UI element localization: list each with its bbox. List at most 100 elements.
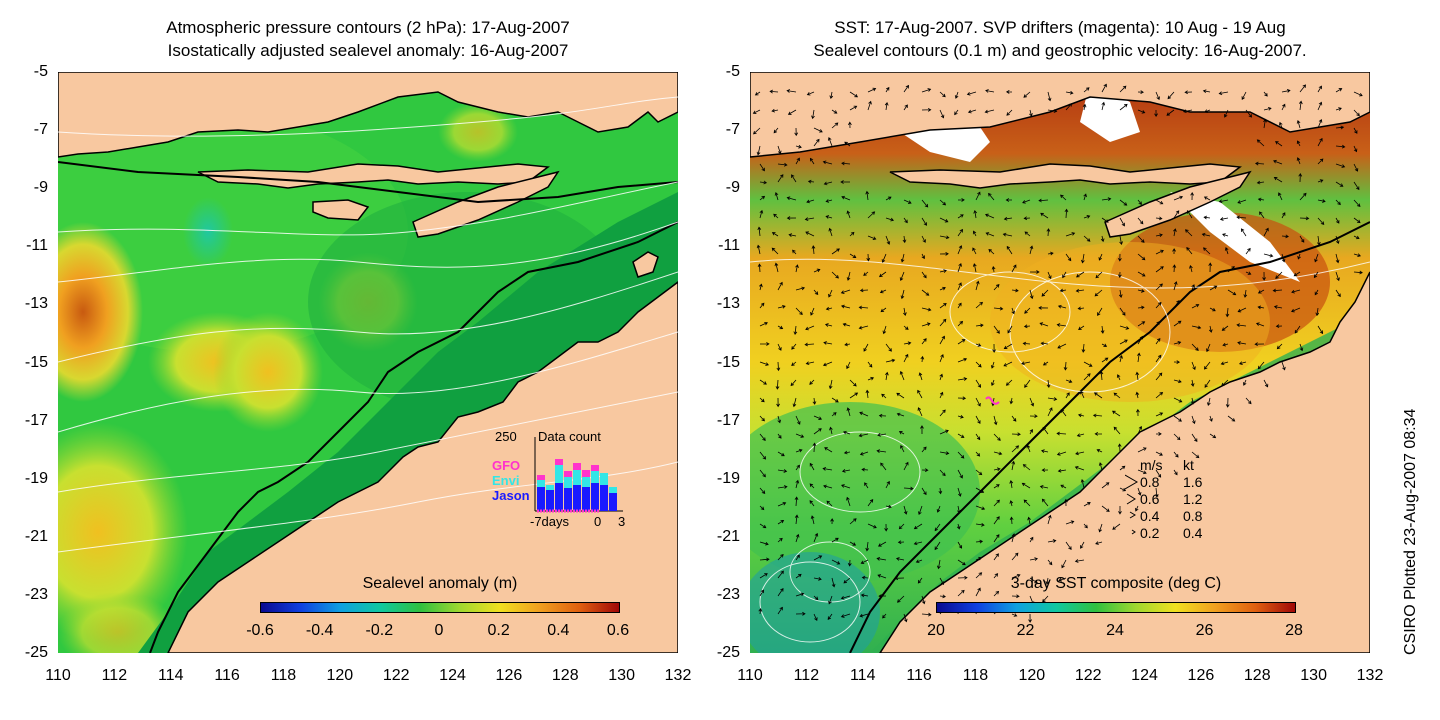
velocity-arrow xyxy=(898,431,905,435)
right-colorbar xyxy=(936,602,1296,613)
velocity-arrow xyxy=(848,121,852,129)
velocity-arrow xyxy=(1296,140,1301,147)
velocity-arrow xyxy=(1353,181,1360,191)
velocity-arrow xyxy=(1155,91,1160,101)
left-x-tick: 116 xyxy=(214,667,240,684)
velocity-arrow xyxy=(903,486,914,491)
right-y-tick: -15 xyxy=(716,353,740,371)
velocity-arrow xyxy=(1155,337,1161,345)
velocity-arrow xyxy=(972,230,977,237)
velocity-arrow xyxy=(975,379,982,388)
velocity-arrow xyxy=(775,379,780,390)
velocity-arrow xyxy=(1022,199,1031,204)
velocity-arrow xyxy=(903,461,909,471)
velocity-arrow xyxy=(1024,231,1031,237)
velocity-legend-row1-ms: 0.8 xyxy=(1140,474,1160,490)
velocity-arrow xyxy=(939,429,949,435)
velocity-arrow xyxy=(939,302,947,309)
velocity-arrow xyxy=(1296,157,1301,165)
velocity-arrow xyxy=(841,469,851,473)
velocity-arrow xyxy=(776,397,780,408)
left-x-tick: 124 xyxy=(439,667,466,684)
credit-text: CSIRO Plotted 23-Aug-2007 08:34 xyxy=(1402,408,1419,655)
velocity-arrow xyxy=(1046,379,1051,389)
velocity-arrow xyxy=(1263,91,1268,97)
right-y-tick: -19 xyxy=(716,469,740,487)
velocity-arrow xyxy=(1093,392,1103,399)
velocity-arrow xyxy=(985,213,995,219)
velocity-arrow xyxy=(1155,451,1163,456)
velocity-arrow xyxy=(1272,288,1283,293)
velocity-arrow xyxy=(1002,232,1013,237)
velocity-arrow xyxy=(849,105,858,111)
velocity-arrow xyxy=(1245,271,1252,275)
velocity-arrow xyxy=(1038,198,1049,203)
velocity-arrow xyxy=(957,451,965,459)
velocity-arrow xyxy=(831,412,837,417)
velocity-arrow xyxy=(1137,425,1143,435)
velocity-arrow xyxy=(771,247,779,255)
velocity-arrow xyxy=(900,253,905,263)
velocity-arrow xyxy=(828,595,833,605)
velocity-arrow xyxy=(787,109,797,115)
left-x-tick: 114 xyxy=(157,667,184,684)
velocity-arrow xyxy=(1137,253,1146,261)
velocity-arrow xyxy=(984,109,995,114)
velocity-arrow xyxy=(1208,325,1213,333)
velocity-arrow xyxy=(828,379,833,390)
velocity-arrow xyxy=(809,379,815,385)
velocity-arrow xyxy=(993,415,998,426)
velocity-arrow xyxy=(1219,217,1229,221)
velocity-arrow xyxy=(975,556,983,561)
velocity-arrow xyxy=(1154,487,1159,498)
velocity-arrow xyxy=(993,516,1000,525)
right-y-tick: -13 xyxy=(716,295,740,313)
velocity-arrow xyxy=(957,396,967,401)
velocity-arrow xyxy=(867,87,877,93)
velocity-arrow xyxy=(1137,321,1146,327)
velocity-arrow xyxy=(1042,426,1049,435)
velocity-arrow xyxy=(758,608,763,615)
left-colorbar-tick: -0.6 xyxy=(246,622,274,639)
sumba-island xyxy=(312,199,370,221)
velocity-arrow xyxy=(1029,397,1035,407)
velocity-arrow xyxy=(759,557,770,562)
velocity-arrow xyxy=(993,553,999,561)
right-y-tick: -7 xyxy=(725,121,740,139)
velocity-arrow xyxy=(1281,234,1289,239)
velocity-arrow xyxy=(939,286,946,291)
velocity-arrow xyxy=(1111,410,1121,417)
velocity-arrow xyxy=(822,361,833,367)
velocity-arrow xyxy=(1173,379,1182,384)
velocity-arrow xyxy=(1023,499,1031,507)
velocity-arrow xyxy=(865,389,870,399)
velocity-arrow xyxy=(1119,465,1126,471)
velocity-arrow xyxy=(972,247,977,255)
velocity-arrow xyxy=(1191,284,1195,291)
velocity-arrow xyxy=(957,377,968,381)
velocity-arrow xyxy=(1112,523,1121,530)
velocity-arrow xyxy=(1209,415,1213,422)
velocity-arrow xyxy=(777,553,784,561)
velocity-arrow xyxy=(1119,307,1126,316)
velocity-arrow xyxy=(809,462,815,471)
velocity-arrow xyxy=(867,498,874,507)
velocity-arrow xyxy=(777,304,786,309)
velocity-arrow xyxy=(917,389,923,399)
velocity-arrow xyxy=(759,321,768,327)
velocity-arrow xyxy=(1201,232,1211,237)
velocity-arrow xyxy=(805,325,815,331)
velocity-arrow xyxy=(879,271,887,278)
velocity-arrow xyxy=(957,228,963,237)
velocity-arrow xyxy=(846,210,851,219)
velocity-arrow xyxy=(1058,577,1067,582)
velocity-arrow xyxy=(1098,253,1103,261)
velocity-arrow xyxy=(1173,340,1182,345)
velocity-arrow xyxy=(777,485,788,489)
velocity-arrow xyxy=(1056,323,1067,327)
velocity-arrow xyxy=(1173,415,1182,422)
velocity-arrow xyxy=(1022,341,1031,346)
velocity-arrow xyxy=(759,469,766,478)
velocity-arrow xyxy=(903,217,908,224)
velocity-arrow xyxy=(867,361,873,368)
